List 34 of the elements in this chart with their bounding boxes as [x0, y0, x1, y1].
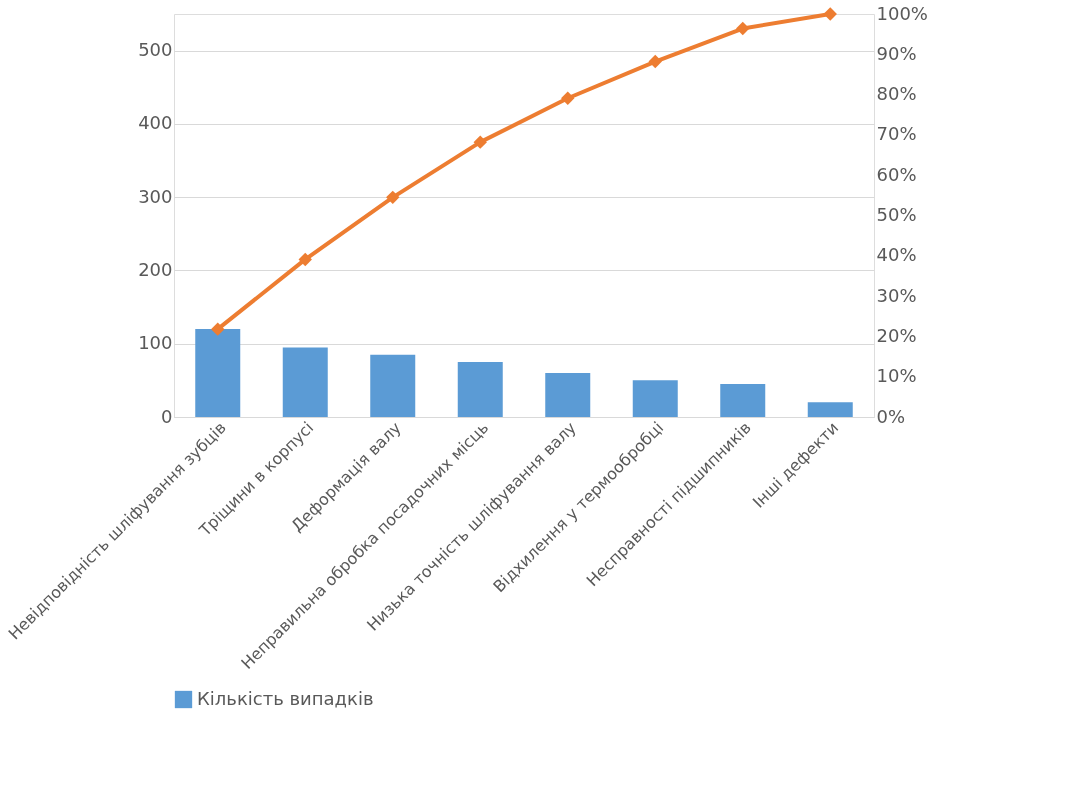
y2-tick-label: 20% — [876, 324, 917, 346]
bar — [370, 354, 416, 417]
y2-tick-label: 80% — [876, 83, 917, 105]
point — [648, 54, 662, 69]
point — [736, 21, 750, 36]
bar — [195, 329, 241, 417]
bar — [632, 380, 678, 417]
point — [298, 252, 312, 267]
y2-tick-label: 40% — [876, 244, 917, 266]
bar — [807, 402, 853, 417]
point — [211, 322, 225, 336]
y2-tick-label: 70% — [876, 123, 917, 145]
y-tick-label: 200 — [138, 258, 173, 280]
point — [386, 190, 400, 205]
bar — [282, 347, 328, 417]
y-tick-label: 300 — [138, 185, 173, 207]
y-tick-label: 0 — [161, 405, 173, 427]
y-tick-label: 500 — [138, 39, 173, 61]
y-tick-label: 100 — [138, 332, 173, 354]
y2-tick-label: 60% — [876, 163, 917, 185]
y2-tick-label: 30% — [876, 284, 917, 306]
y-tick-label: 400 — [138, 112, 173, 134]
legend-label: Кількість випадків — [197, 687, 374, 709]
bar — [720, 384, 766, 417]
point — [823, 7, 837, 21]
y2-tick-label: 50% — [876, 204, 917, 225]
point — [473, 135, 487, 149]
y2-tick-label: 90% — [876, 42, 917, 64]
y2-tick-label: 100% — [876, 2, 928, 24]
y2-tick-label: 10% — [876, 365, 917, 387]
bar — [457, 362, 503, 417]
point — [561, 91, 575, 105]
bar — [545, 373, 591, 417]
y2-tick-label: 0% — [876, 405, 906, 427]
